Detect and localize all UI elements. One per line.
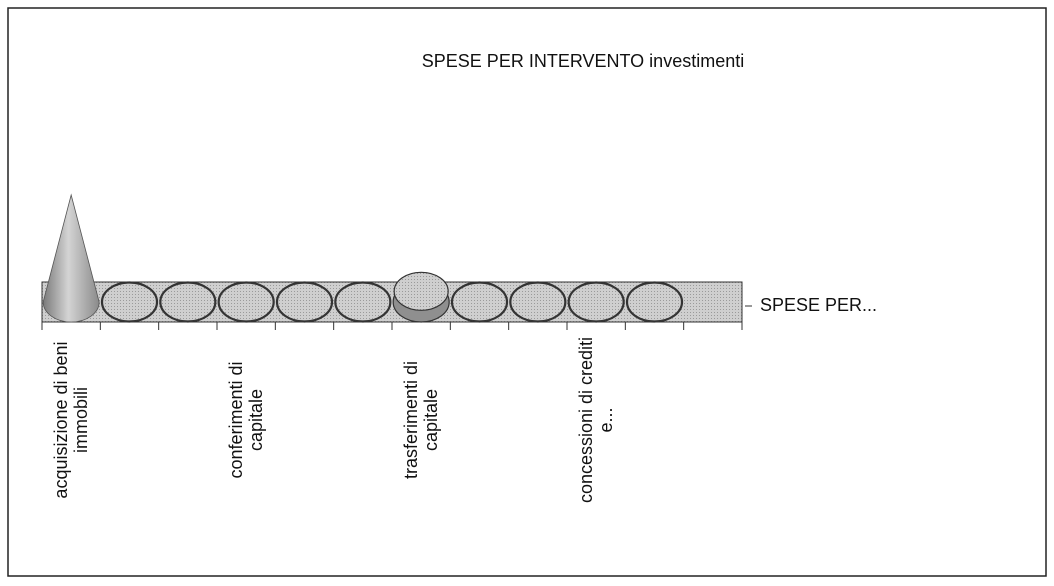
cone (103, 283, 157, 321)
cone (161, 283, 215, 321)
cone (219, 283, 273, 321)
x-tick-label: trasferimenti di capitale (401, 330, 441, 510)
cone (336, 283, 390, 321)
x-tick-label: conferimenti di capitale (226, 330, 266, 510)
cone (394, 272, 448, 310)
legend-label: SPESE PER... (760, 295, 877, 315)
cone (511, 283, 565, 321)
chart-svg: SPESE PER INTERVENTO investimenti SPESE … (0, 0, 1054, 586)
chart: SPESE PER INTERVENTO investimenti SPESE … (0, 0, 1054, 586)
chart-title: SPESE PER INTERVENTO investimenti (422, 51, 744, 71)
cone (628, 283, 682, 321)
x-tick-label: concessioni di crediti e... (576, 330, 616, 510)
cone (569, 283, 623, 321)
cone (453, 283, 507, 321)
x-tick-label: acquisizione di beni immobili (51, 330, 91, 510)
cone (278, 283, 332, 321)
cone (43, 195, 99, 322)
